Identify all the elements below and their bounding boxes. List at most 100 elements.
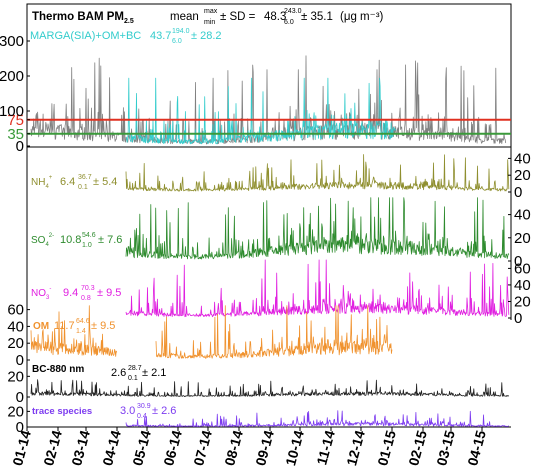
- no3-stat-min: 0.8: [81, 295, 91, 302]
- nh4-ytick-label-20: 20: [514, 167, 531, 184]
- no3-ytick-label-0: 0: [514, 310, 522, 327]
- so4-label: SO42-: [31, 233, 54, 248]
- xtick-label-11-14: 11-14: [313, 428, 338, 466]
- pm-stat: mean: [170, 11, 199, 23]
- nh4-ytick-label-40: 40: [514, 150, 531, 167]
- no3-series-0-line: [125, 259, 510, 318]
- nh4-stat-min: 0.1: [78, 184, 88, 191]
- no3-label: NO3-: [31, 286, 51, 301]
- bc-series-0-line: [30, 379, 510, 397]
- bc-panel: 020: [7, 368, 510, 406]
- xtick-label-08-14: 08-14: [221, 428, 246, 467]
- pm-ytick-label-0: 0: [16, 138, 24, 155]
- trace-label: trace species: [32, 406, 92, 417]
- bc-ytick-label-0: 0: [16, 389, 24, 406]
- so4-series-0-line: [125, 197, 510, 260]
- nh4-ytick-label-0: 0: [514, 184, 522, 201]
- nh4-stat-sd: ± 5.4: [93, 176, 117, 188]
- so4-ytick-label-0: 0: [514, 253, 522, 270]
- pm-ytick-label-300: 300: [0, 33, 24, 50]
- om-stat-sd: ± 9.5: [91, 320, 115, 332]
- om-stat-min: 1.4: [76, 328, 86, 335]
- so4-panel: 0 20 40: [125, 197, 531, 270]
- pm-stat-sd-text: ± SD =: [220, 11, 256, 23]
- marga-stat-sd: ± 28.2: [191, 30, 222, 42]
- pm-stat-max: 243.0: [284, 8, 302, 15]
- no3-stat-mean: 9.4: [63, 287, 78, 299]
- om-ytick-label-60: 60: [7, 302, 24, 319]
- pm-stat-mean: 48.3: [264, 11, 286, 23]
- bc-stat-max: 28.7: [128, 365, 142, 372]
- pm-ytick-label-100: 100: [0, 103, 24, 120]
- xtick-label-06-14: 06-14: [160, 428, 185, 467]
- xtick-label-12-14: 12-14: [343, 428, 368, 467]
- xtick-label-02-15: 02-15: [405, 428, 430, 467]
- no3-ytick-label-40: 40: [514, 277, 531, 294]
- xtick-label-02-14: 02-14: [40, 428, 65, 467]
- so4-stat-max: 54.6: [82, 232, 96, 239]
- xtick-label-07-14: 07-14: [190, 428, 215, 467]
- marga-stat-min: 6.0: [172, 38, 182, 45]
- trace-stat-max: 30.9: [137, 403, 151, 410]
- pm-ytick-label-35: 35: [7, 126, 24, 143]
- om-ytick-label-0: 0: [16, 352, 24, 369]
- no3-ytick-label-60: 60: [514, 260, 531, 277]
- so4-ytick-label-20: 20: [514, 230, 531, 247]
- nh4-stat-mean: 6.4: [60, 176, 75, 188]
- om-series-0-line-1: [155, 305, 393, 359]
- xtick-label-01-14: 01-14: [9, 428, 34, 467]
- pm-stat-sd: ± 35.1: [301, 11, 333, 23]
- pm-stat-min-sym: min: [204, 19, 215, 26]
- om-ytick-label-20: 20: [7, 335, 24, 352]
- marga-stat-mean: 43.7: [150, 30, 171, 42]
- no3-stat-sd: ± 9.5: [97, 287, 121, 299]
- marga-label: MARGA(SIA)+OM+BC: [30, 30, 141, 42]
- xtick-label-03-15: 03-15: [433, 428, 458, 467]
- bc-stat-min: 0.1: [128, 375, 138, 382]
- trace-series-0-line: [125, 410, 509, 427]
- pm-ytick-label-75: 75: [7, 112, 24, 129]
- no3-ytick-label-20: 20: [514, 293, 531, 310]
- so4-stat-sd: ± 7.6: [98, 234, 122, 246]
- nh4-label: NH4+: [31, 175, 53, 190]
- pm-series-0-line: [30, 55, 507, 145]
- nh4-stat-max: 36.7: [78, 174, 92, 181]
- om-label: OM: [33, 321, 49, 332]
- xtick-label-09-14: 09-14: [252, 428, 277, 467]
- xtick-label-10-14: 10-14: [282, 428, 307, 467]
- om-stat-mean: 11.7: [54, 320, 75, 332]
- bc-stat-mean: 2.6: [111, 367, 126, 379]
- no3-stat-max: 70.3: [81, 285, 95, 292]
- xtick-label-04-14: 04-14: [99, 428, 124, 467]
- so4-stat-mean: 10.8: [60, 234, 81, 246]
- nh4-series-0-line: [125, 154, 510, 192]
- xtick-label-04-15: 04-15: [464, 428, 489, 467]
- pm-ytick-label-200: 200: [0, 68, 24, 85]
- trace-stat-sd: ± 2.6: [152, 405, 176, 417]
- xtick-label-05-14: 05-14: [129, 428, 154, 467]
- pm-stat-unit: (μg m⁻³): [340, 11, 384, 23]
- so4-stat-min: 1.0: [82, 242, 92, 249]
- om-ytick-label-40: 40: [7, 318, 24, 335]
- trace-panel: 020: [7, 403, 509, 436]
- xtick-label-01-15: 01-15: [374, 428, 399, 467]
- bc-stat-sd: ± 2.1: [142, 367, 166, 379]
- pm-stat-max-sym: max: [204, 8, 218, 15]
- so4-ytick-label-40: 40: [514, 207, 531, 224]
- trace-ytick-label-0: 0: [16, 419, 24, 436]
- marga-stat-max: 194.0: [172, 28, 190, 35]
- pm-stat-min: 6.0: [284, 19, 294, 26]
- om-stat-max: 64.6: [76, 318, 90, 325]
- trace-ytick-label-20: 20: [7, 403, 24, 420]
- bc-label: BC-880 nm: [32, 364, 84, 375]
- axis-ticks: 01-14 02-14 03-14 04-14 05-14 06-14 07-14 08-14…: [9, 427, 489, 467]
- om-series-0-line-0: [30, 305, 118, 357]
- bc-ytick-label-20: 20: [7, 368, 24, 385]
- trace-stat-mean: 3.0: [120, 405, 135, 417]
- pm-label: Thermo BAM PM2.5: [32, 11, 134, 25]
